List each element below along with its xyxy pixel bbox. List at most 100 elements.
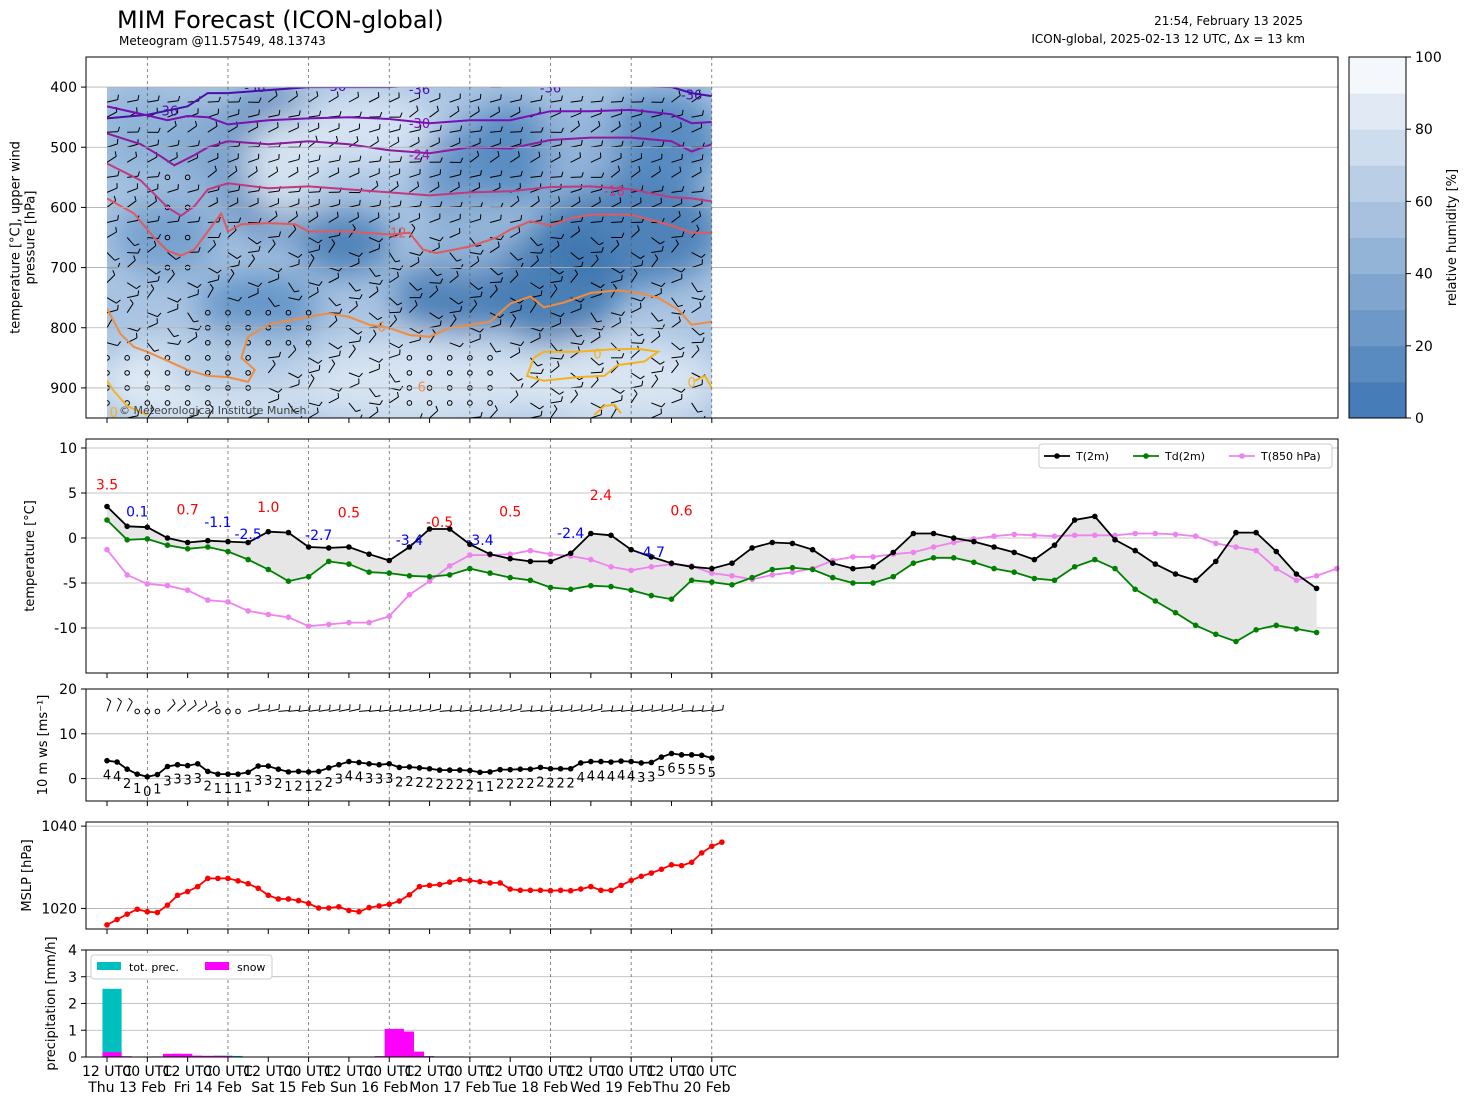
mslp-point [709, 843, 715, 850]
wind-barb [267, 297, 276, 307]
wind-barb-flag [520, 214, 523, 221]
wind-barb-flag [641, 260, 644, 266]
precip-bar [102, 988, 122, 1057]
wind-barb-flag [298, 295, 303, 301]
mslp-point [305, 900, 312, 907]
wind-barb [167, 252, 177, 260]
wind-barb [631, 113, 642, 118]
wind-barb-flag [397, 423, 401, 425]
wind-speed-point [315, 768, 322, 775]
x-tick-label: 12 UTC [243, 1064, 293, 1080]
wind-barb-flag [598, 242, 604, 246]
precip-bar [404, 1051, 425, 1057]
legend-box [1038, 443, 1333, 469]
wind-barb-flag [218, 216, 221, 223]
mslp-point [567, 887, 574, 894]
x-tick-label: 12 UTC [82, 1064, 132, 1080]
wind-barb-flag [379, 200, 382, 206]
series-point [1071, 532, 1078, 539]
series-point [1031, 556, 1038, 563]
surface-wind-barb [338, 708, 350, 712]
series-point [1152, 530, 1159, 537]
wind-barb-flag [675, 359, 679, 365]
wind-speed-point [406, 764, 413, 770]
wind-speed-point [547, 765, 554, 772]
wind-barb [610, 244, 620, 253]
wind-barb-flag [495, 350, 502, 353]
series-point [930, 544, 937, 550]
series-point [547, 584, 554, 591]
wind-barb-flag [157, 171, 161, 177]
wind-barb [449, 318, 457, 329]
y-tick-label: 1040 [41, 819, 77, 835]
wind-barb [509, 351, 520, 359]
wind-speed-point [678, 752, 685, 758]
axis-label: temperature [°C] [23, 500, 38, 612]
series-point [1233, 529, 1239, 536]
wind-barb [147, 245, 157, 253]
mslp-point [295, 897, 302, 904]
wind-barb [409, 217, 420, 223]
wind-barb-flag [722, 402, 725, 406]
wind-barb [651, 114, 663, 118]
surface-wind-barb-flag [106, 697, 112, 702]
wind-barb [348, 262, 360, 269]
wind-barb-flag [336, 211, 339, 217]
wind-barb [550, 387, 560, 395]
mslp-point [215, 875, 221, 882]
wind-barb-flag [498, 106, 501, 112]
series-point [1273, 565, 1280, 572]
wind-barb [348, 340, 360, 344]
wind-barb-flag [540, 215, 543, 221]
wind-speed-label: 4 [345, 770, 353, 785]
wind-barb-flag [432, 329, 436, 334]
wind-barb [630, 157, 642, 163]
wind-barb-flag [277, 122, 279, 128]
wind-barb [711, 266, 712, 268]
wind-barb [671, 267, 682, 273]
wind-barb-flag [135, 151, 138, 157]
mslp-point [396, 898, 403, 904]
wind-speed-point [698, 752, 705, 759]
wind-barb [449, 310, 461, 314]
wind-barb [288, 349, 297, 359]
surface-wind-barb [550, 709, 562, 712]
wind-barb [691, 87, 694, 88]
wind-barb-flag [641, 97, 645, 103]
wind-barb-flag [416, 105, 419, 111]
wind-speed-label: 1 [214, 782, 222, 797]
mslp-point [346, 907, 352, 914]
wind-barb-flag [658, 166, 661, 172]
wind-barb [126, 187, 138, 193]
wind-barb-flag [114, 76, 115, 81]
wind-barb [247, 114, 259, 118]
wind-barb [308, 357, 319, 364]
wind-barb [368, 128, 380, 133]
wind-barb-flag [578, 256, 584, 260]
wind-speed-label: 3 [637, 771, 645, 786]
wind-barb-flag [560, 95, 563, 101]
wind-barb [489, 111, 500, 118]
surface-wind-barb-flag [215, 700, 218, 707]
series-point [991, 565, 997, 572]
wind-barb [348, 172, 360, 178]
mslp-point [164, 902, 171, 908]
series-point [1293, 571, 1300, 577]
wind-barb-flag [497, 272, 503, 276]
wind-barb [308, 378, 315, 389]
wind-barb [227, 157, 239, 163]
wind-speed-point [164, 763, 171, 770]
mslp-point [719, 839, 725, 845]
wind-barb [469, 338, 481, 344]
wind-barb-flag [477, 106, 480, 112]
wind-barb-flag [659, 121, 662, 127]
series-point [325, 621, 332, 628]
series-point [1213, 558, 1219, 565]
x-day-label: Tue 18 Feb [492, 1080, 569, 1096]
wind-barb [509, 200, 520, 208]
wind-barb-flag [718, 330, 720, 335]
surface-wind-barb-flag [117, 697, 122, 702]
wind-barb [550, 245, 560, 253]
wind-barb-flag [459, 342, 464, 348]
surface-wind-barb-flag [183, 699, 187, 705]
